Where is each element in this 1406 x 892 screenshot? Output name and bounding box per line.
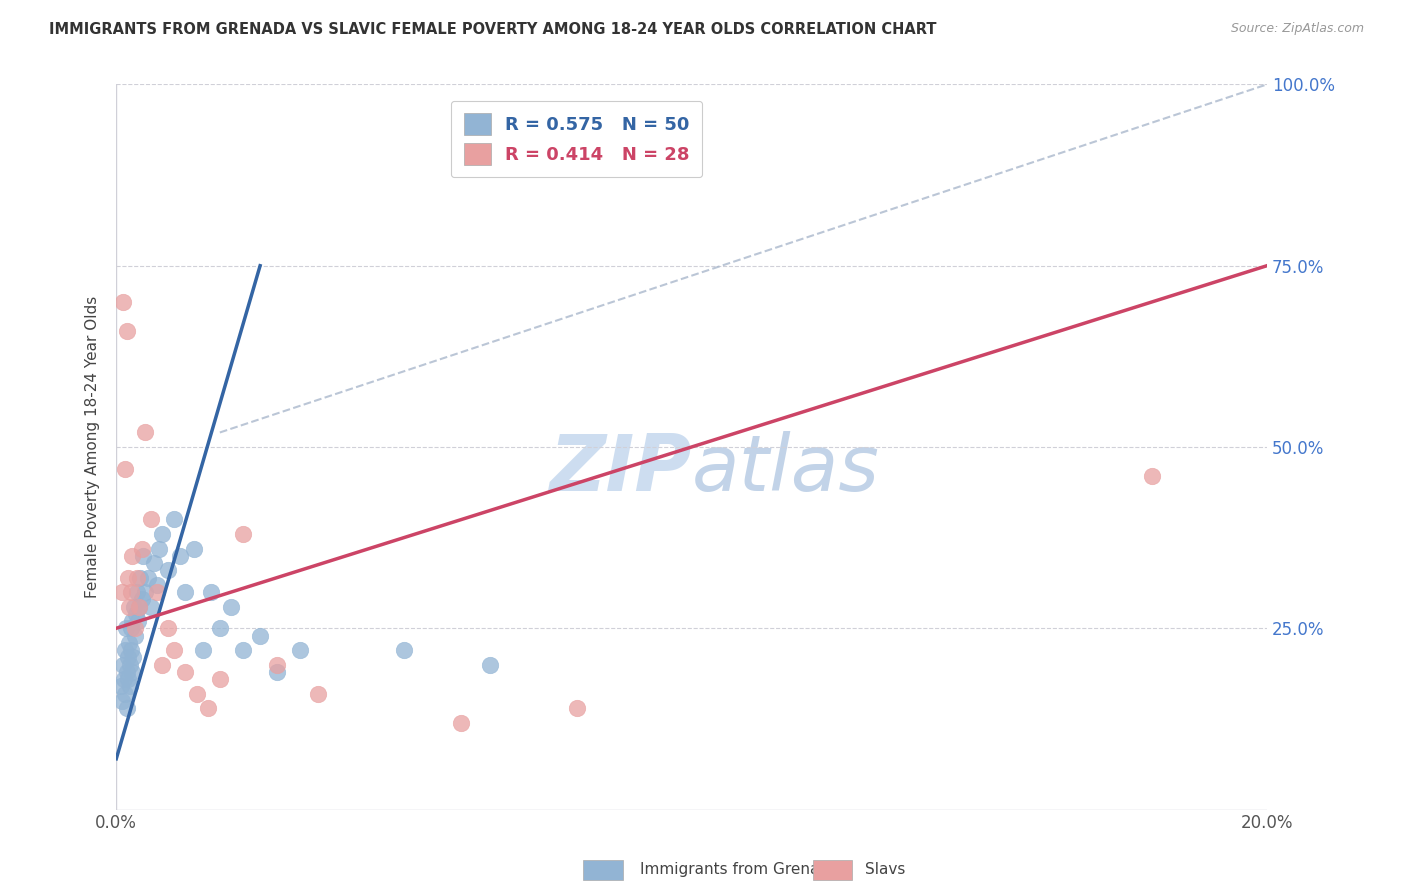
Point: [124, 628, 146, 642]
Point: [111, 585, 134, 599]
Point: [134, 425, 156, 440]
Point: [145, 585, 167, 599]
Point: [125, 585, 148, 599]
Point: [118, 599, 141, 614]
Point: [208, 621, 231, 635]
Point: [307, 686, 329, 700]
Point: [121, 665, 143, 679]
Point: [118, 636, 141, 650]
Point: [1140, 469, 1163, 483]
Point: [163, 643, 186, 657]
Point: [148, 541, 170, 556]
Point: [392, 643, 415, 657]
Point: [122, 650, 145, 665]
Point: [120, 679, 142, 693]
Text: atlas: atlas: [692, 431, 880, 507]
Point: [450, 715, 472, 730]
Point: [120, 643, 142, 657]
Point: [157, 563, 180, 577]
Point: [157, 621, 180, 635]
Text: Source: ZipAtlas.com: Source: ZipAtlas.com: [1230, 22, 1364, 36]
Point: [122, 599, 145, 614]
Point: [114, 686, 136, 700]
Point: [290, 643, 312, 657]
Point: [145, 578, 167, 592]
Point: [232, 643, 254, 657]
Point: [183, 541, 205, 556]
Point: [128, 599, 150, 614]
Point: [127, 614, 149, 628]
Point: [221, 599, 243, 614]
Point: [142, 556, 165, 570]
Text: Slavs: Slavs: [865, 863, 905, 877]
Point: [129, 570, 152, 584]
Point: [150, 527, 173, 541]
Point: [112, 657, 135, 672]
Point: [124, 621, 146, 635]
Point: [117, 672, 139, 686]
Point: [174, 585, 197, 599]
Point: [121, 549, 143, 563]
Point: [131, 592, 153, 607]
Point: [128, 599, 150, 614]
Point: [115, 324, 138, 338]
Point: [266, 657, 288, 672]
Point: [114, 461, 136, 475]
Point: [112, 672, 135, 686]
Point: [114, 643, 136, 657]
Text: IMMIGRANTS FROM GRENADA VS SLAVIC FEMALE POVERTY AMONG 18-24 YEAR OLDS CORRELATI: IMMIGRANTS FROM GRENADA VS SLAVIC FEMALE…: [49, 22, 936, 37]
Point: [197, 701, 219, 715]
Text: Immigrants from Grenada: Immigrants from Grenada: [640, 863, 838, 877]
Point: [120, 621, 142, 635]
Point: [479, 657, 502, 672]
Point: [132, 549, 155, 563]
Point: [232, 527, 254, 541]
Point: [134, 585, 156, 599]
Point: [249, 628, 271, 642]
Point: [118, 657, 141, 672]
Legend: R = 0.575   N = 50, R = 0.414   N = 28: R = 0.575 N = 50, R = 0.414 N = 28: [451, 101, 702, 178]
Point: [174, 665, 197, 679]
Point: [266, 665, 288, 679]
Point: [117, 650, 139, 665]
Point: [115, 665, 138, 679]
Point: [169, 549, 191, 563]
Point: [111, 694, 134, 708]
Point: [163, 512, 186, 526]
Point: [150, 657, 173, 672]
Point: [110, 679, 132, 693]
Point: [565, 701, 588, 715]
Text: ZIP: ZIP: [550, 431, 692, 507]
Point: [117, 570, 139, 584]
Point: [139, 512, 162, 526]
Point: [125, 570, 148, 584]
Point: [115, 701, 138, 715]
Point: [120, 585, 142, 599]
Point: [121, 614, 143, 628]
Y-axis label: Female Poverty Among 18-24 Year Olds: Female Poverty Among 18-24 Year Olds: [86, 296, 100, 599]
Point: [191, 643, 214, 657]
Point: [125, 607, 148, 621]
Point: [200, 585, 222, 599]
Point: [139, 599, 162, 614]
Point: [186, 686, 208, 700]
Point: [112, 295, 135, 310]
Point: [115, 621, 138, 635]
Point: [208, 672, 231, 686]
Point: [136, 570, 159, 584]
Point: [131, 541, 153, 556]
